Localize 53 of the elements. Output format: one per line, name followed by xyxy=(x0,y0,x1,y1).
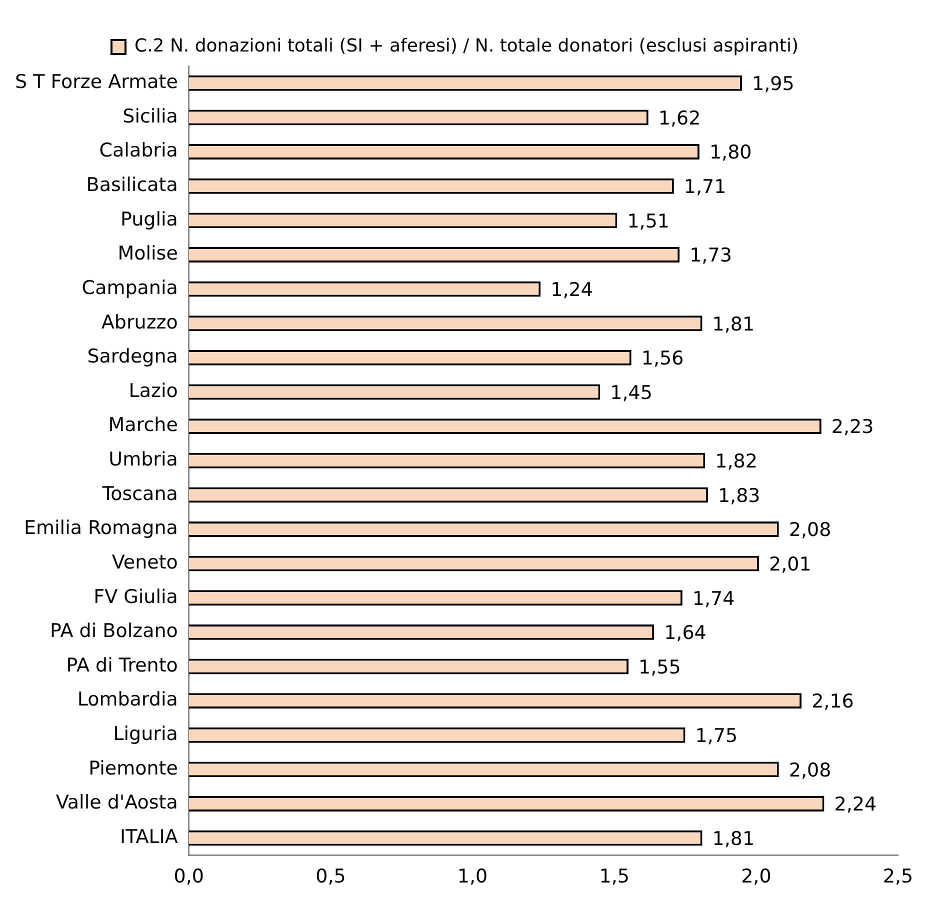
y-tick-label: ITALIA xyxy=(120,826,178,848)
data-label: 1,62 xyxy=(658,107,701,130)
x-tick-label: 2,0 xyxy=(741,866,772,888)
data-label: 1,24 xyxy=(550,278,593,301)
y-tick-label: Liguria xyxy=(113,723,178,746)
y-tick-label: Valle d'Aosta xyxy=(56,792,178,814)
y-tick-label: Toscana xyxy=(101,482,178,505)
data-label: 1,74 xyxy=(692,588,735,610)
x-tick-label: 1,5 xyxy=(599,866,630,888)
data-label: 2,23 xyxy=(831,416,874,438)
x-tick-label: 2,5 xyxy=(882,866,914,888)
y-tick-label: Marche xyxy=(108,414,178,436)
y-tick-label: Piemonte xyxy=(88,757,178,780)
y-tick-label: Sardegna xyxy=(87,346,178,368)
y-tick-label: FV Giulia xyxy=(94,586,178,608)
y-tick-label: S T Forze Armate xyxy=(14,71,178,94)
data-label: 1,73 xyxy=(690,244,732,267)
x-tick-label: 0,5 xyxy=(316,866,346,888)
data-label: 2,08 xyxy=(788,759,832,782)
data-label: 1,95 xyxy=(752,73,794,96)
y-tick-label: Lombardia xyxy=(77,688,178,711)
y-tick-label: Abruzzo xyxy=(101,311,178,334)
data-label: 1,45 xyxy=(610,382,652,404)
y-tick-label: Veneto xyxy=(112,551,178,574)
data-label: 1,71 xyxy=(684,176,726,198)
y-tick-label: Basilicata xyxy=(86,174,178,196)
y-tick-label: Lazio xyxy=(128,380,178,402)
y-tick-label: PA di Trento xyxy=(66,654,178,676)
y-tick-label: Umbria xyxy=(108,448,178,471)
data-label: 1,81 xyxy=(712,828,755,850)
data-label: 2,16 xyxy=(812,690,854,713)
data-label: 1,83 xyxy=(718,484,760,507)
x-tick-label: 0,0 xyxy=(174,866,204,888)
y-tick-label: Puglia xyxy=(120,208,178,230)
data-label: 2,01 xyxy=(769,553,812,576)
y-tick-label: Calabria xyxy=(99,140,178,162)
legend-label: C.2 N. donazioni totali (SI + aferesi) / N. totale donatori (esclusi aspiranti) xyxy=(134,36,799,57)
y-tick-label: Campania xyxy=(82,276,178,299)
y-tick-label: Molise xyxy=(118,242,178,265)
y-tick-label: Sicilia xyxy=(122,105,178,128)
data-label: 2,08 xyxy=(788,519,832,542)
data-label: 1,55 xyxy=(638,656,681,678)
data-label: 1,51 xyxy=(627,210,670,232)
data-label: 1,82 xyxy=(715,450,758,473)
data-label: 1,64 xyxy=(664,622,706,644)
data-label: 1,75 xyxy=(695,725,738,748)
y-tick-label: PA di Bolzano xyxy=(50,620,178,642)
y-tick-label: Emilia Romagna xyxy=(24,517,178,540)
data-label: 2,24 xyxy=(834,794,877,816)
data-label: 1,80 xyxy=(709,142,752,164)
x-tick-label: 1,0 xyxy=(457,866,488,888)
data-label: 1,81 xyxy=(712,313,755,336)
data-label: 1,56 xyxy=(641,348,684,370)
